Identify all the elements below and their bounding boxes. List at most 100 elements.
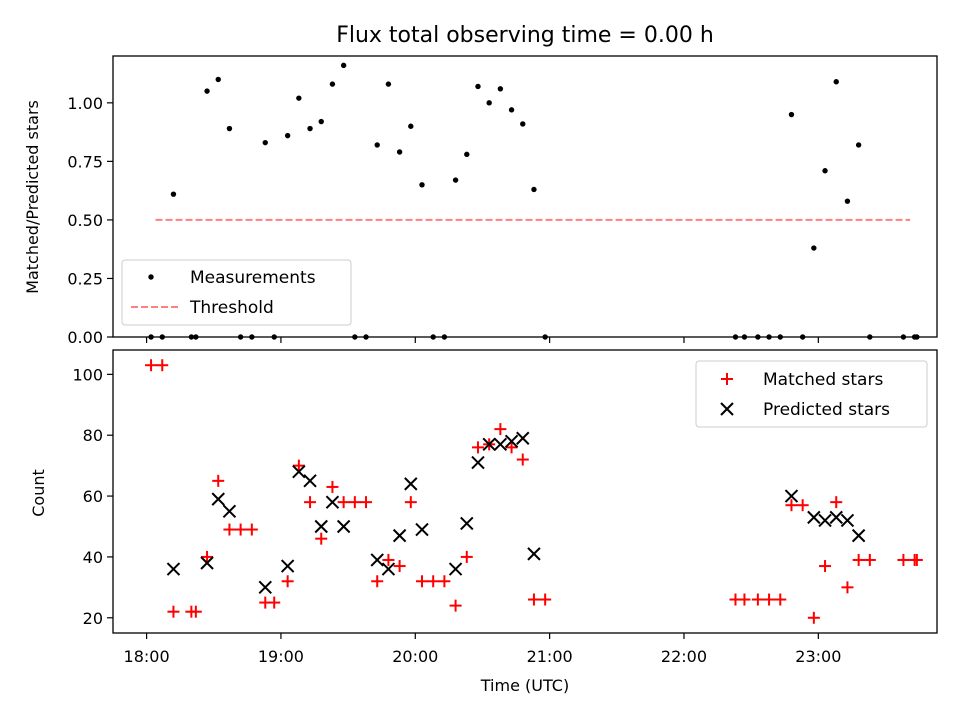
matched-star-point <box>494 423 507 436</box>
matched-star-point <box>212 474 225 487</box>
top-y-tick-label: 1.00 <box>67 94 103 113</box>
predicted-star-x-b <box>840 513 855 528</box>
bottom-y-tick-label: 20 <box>83 609 103 628</box>
matched-legend-label: Matched stars <box>763 370 883 390</box>
predicted-star-point <box>404 477 418 491</box>
predicted-star-x-b <box>460 516 474 531</box>
measurement-point <box>788 111 795 118</box>
bottom-y-axis: 20 40 60 80 100 <box>72 365 113 628</box>
predicted-star-point <box>381 562 396 576</box>
measurement-point <box>396 149 403 155</box>
measurement-point <box>284 132 291 139</box>
top-y-tick-label: 0.75 <box>67 152 103 171</box>
measurement-point <box>204 88 210 94</box>
bottom-x-tick-label: 23:00 <box>795 647 841 666</box>
threshold-legend-label: Threshold <box>189 298 274 318</box>
predicted-star-x-b <box>325 495 340 509</box>
matched-star-point <box>471 441 484 454</box>
top-y-tick-label: 0.00 <box>67 328 103 347</box>
predicted-star-x-b <box>392 528 407 543</box>
predicted-star-x-b <box>471 455 485 470</box>
predicted-star-x-b <box>482 437 496 452</box>
predicted-star-point <box>448 562 463 576</box>
measurement-point <box>329 81 336 87</box>
predicted-star-point <box>314 519 328 534</box>
measurement-point <box>811 245 817 251</box>
measurements-legend-label: Measurements <box>190 268 316 288</box>
predicted-star-point <box>818 513 832 528</box>
predicted-star-point <box>258 580 272 595</box>
matched-star-point <box>382 553 395 566</box>
top-y-axis: 0.00 0.25 0.50 0.75 1.00 <box>67 94 113 347</box>
predicted-star-x-b <box>200 556 214 570</box>
predicted-star-point <box>325 495 340 509</box>
measurement-point <box>531 186 537 193</box>
predicted-star-point <box>280 559 295 573</box>
matched-star-point <box>234 523 247 536</box>
matched-star-point <box>438 575 451 588</box>
predicted-star-point <box>527 547 541 561</box>
matched-star-point <box>863 553 876 566</box>
matched-star-point <box>416 575 428 588</box>
matched-star-point <box>505 441 518 454</box>
predicted-star-point <box>829 510 843 525</box>
predicted-star-point <box>392 528 407 543</box>
matched-star-point <box>427 575 440 588</box>
predicted-star-x-b <box>493 437 508 452</box>
measurement-point <box>226 125 233 132</box>
bottom-y-tick-label: 40 <box>83 548 103 567</box>
matched-star-point <box>796 499 809 512</box>
matched-star-point <box>819 560 832 573</box>
predicted-star-point <box>222 504 237 518</box>
matched-star-point <box>281 575 294 588</box>
measurement-point <box>833 79 839 85</box>
matched-star-point <box>830 496 843 509</box>
matched-star-point <box>360 496 373 509</box>
predicted-star-x-b <box>166 562 181 576</box>
predicted-star-point <box>303 474 317 488</box>
predicted-star-x-b <box>527 547 541 561</box>
top-plot-area <box>148 62 920 340</box>
predicted-star-x-b <box>504 434 519 448</box>
bottom-axes-frame <box>112 349 938 634</box>
bottom-plot-area <box>145 359 923 624</box>
matched-star-point <box>223 523 236 536</box>
measurement-point <box>497 86 504 92</box>
matched-star-point <box>807 611 820 624</box>
predicted-star-point <box>336 519 351 534</box>
predicted-star-x-b <box>370 553 384 567</box>
top-x-ticks <box>145 337 819 343</box>
bottom-y-tick-label: 80 <box>83 426 103 445</box>
predicted-legend-label: Predicted stars <box>763 400 890 420</box>
predicted-star-x-b <box>222 504 237 518</box>
predicted-star-x-b <box>784 489 799 503</box>
measurement-point <box>374 142 380 148</box>
predicted-star-x-b <box>415 522 429 537</box>
bottom-x-tick-label: 19:00 <box>258 647 304 666</box>
predicted-star-point <box>493 437 508 452</box>
matched-star-point <box>189 605 202 618</box>
top-legend: Measurements Threshold <box>121 259 352 326</box>
measurement-point <box>844 198 851 204</box>
predicted-star-point <box>292 465 306 479</box>
predicted-star-point <box>516 431 530 445</box>
top-chart-title: Flux total observing time = 0.00 h <box>336 23 714 48</box>
bottom-x-tick-label: 21:00 <box>527 647 573 666</box>
matched-star-point <box>393 560 406 573</box>
bottom-legend: Matched stars Predicted stars <box>695 360 928 428</box>
measurement-point <box>385 81 392 87</box>
predicted-star-point <box>471 455 485 470</box>
measurement-point <box>464 151 470 158</box>
bottom-x-axis-label: Time (UTC) <box>480 676 569 695</box>
measurement-point <box>508 107 515 113</box>
predicted-star-point <box>460 516 474 531</box>
predicted-star-x-b <box>829 510 843 525</box>
measurement-point <box>486 100 492 106</box>
bottom-x-tick-label: 20:00 <box>392 647 438 666</box>
measurement-point <box>822 168 828 174</box>
measurement-point <box>215 76 221 83</box>
predicted-legend-marker <box>720 402 734 416</box>
matched-star-point <box>763 593 776 606</box>
top-axes-frame <box>112 55 938 338</box>
measurement-point <box>307 125 313 132</box>
